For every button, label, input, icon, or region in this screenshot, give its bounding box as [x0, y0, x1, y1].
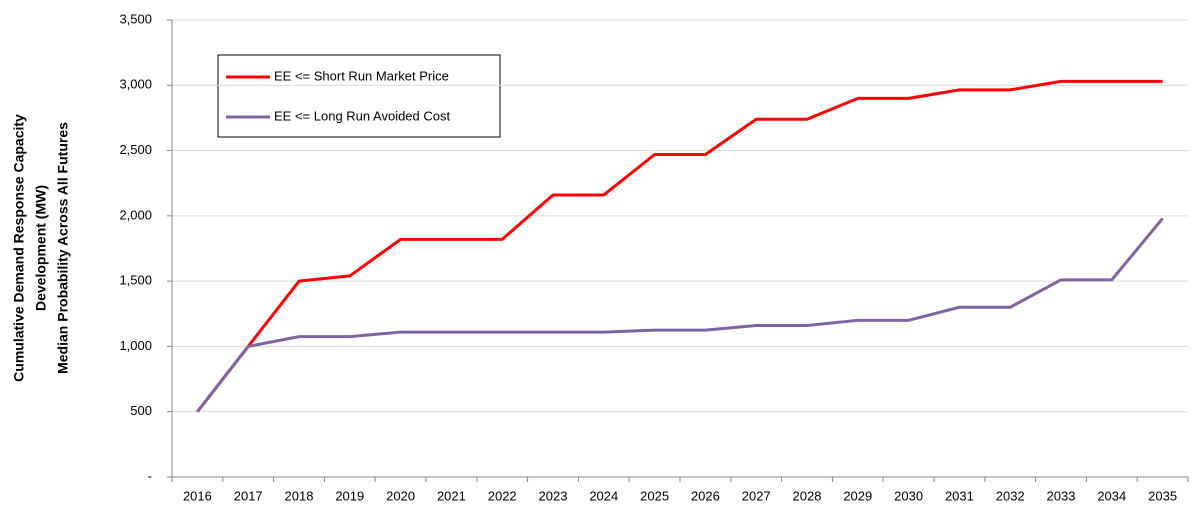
x-tick-label: 2032: [996, 488, 1025, 503]
x-tick-label: 2018: [285, 488, 314, 503]
y-axis-label: Median Probability Across All Futures: [55, 122, 71, 374]
x-tick-label: 2023: [539, 488, 568, 503]
legend-box: [217, 54, 501, 138]
series-line: [196, 217, 1164, 413]
x-tick-label: 2029: [843, 488, 872, 503]
y-tick-label: 500: [130, 403, 152, 418]
x-tick-label: 2035: [1148, 488, 1177, 503]
y-axis-label: Cumulative Demand Response Capacity: [11, 114, 27, 382]
y-axis-label: Development (MW): [33, 185, 49, 311]
y-tick-label: 1,500: [119, 273, 152, 288]
series-line: [196, 79, 1163, 413]
x-tick-label: 2020: [386, 488, 415, 503]
x-tick-label: 2028: [793, 488, 822, 503]
x-tick-label: 2030: [894, 488, 923, 503]
x-tick-label: 2034: [1097, 488, 1126, 503]
legend-label: EE <= Long Run Avoided Cost: [274, 108, 450, 123]
x-tick-label: 2019: [335, 488, 364, 503]
legend-label: EE <= Short Run Market Price: [274, 68, 449, 83]
x-tick-label: 2022: [488, 488, 517, 503]
x-tick-label: 2016: [183, 488, 212, 503]
y-tick-label: 2,500: [119, 142, 152, 157]
y-tick-label: 2,000: [119, 207, 152, 222]
x-tick-label: 2017: [234, 488, 263, 503]
x-tick-label: 2026: [691, 488, 720, 503]
x-tick-label: 2027: [742, 488, 771, 503]
y-tick-label: 3,000: [119, 77, 152, 92]
x-tick-label: 2025: [640, 488, 669, 503]
x-tick-label: 2031: [945, 488, 974, 503]
x-tick-label: 2033: [1047, 488, 1076, 503]
x-tick-label: 2024: [589, 488, 618, 503]
x-tick-label: 2021: [437, 488, 466, 503]
y-tick-label: 1,000: [119, 338, 152, 353]
y-tick-label: -: [148, 468, 152, 483]
y-tick-label: 3,500: [119, 11, 152, 26]
